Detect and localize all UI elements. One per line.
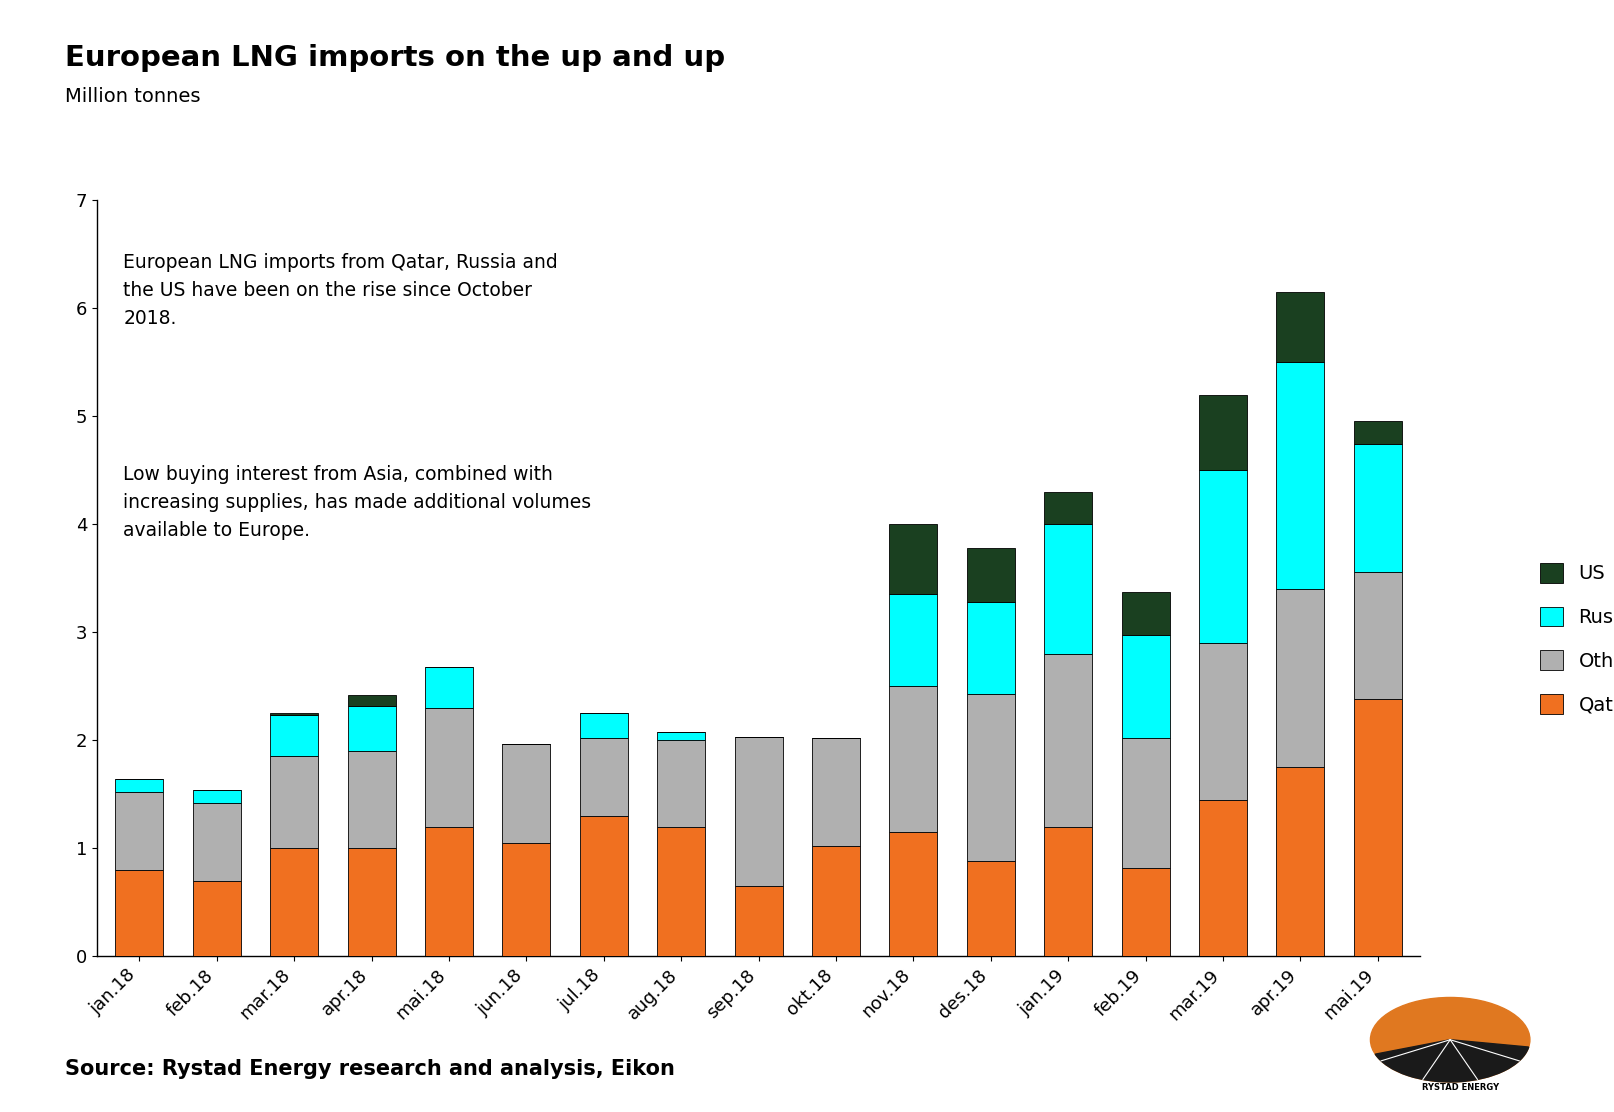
Bar: [1199, 643, 1248, 800]
Bar: [270, 715, 318, 756]
Bar: [734, 886, 783, 956]
Bar: [1044, 654, 1093, 826]
Bar: [967, 694, 1015, 862]
Bar: [812, 846, 860, 956]
Bar: [270, 756, 318, 848]
Bar: [270, 713, 318, 715]
Text: Source: Rystad Energy research and analysis, Eikon: Source: Rystad Energy research and analy…: [65, 1059, 675, 1079]
Bar: [192, 790, 240, 803]
Bar: [1122, 593, 1170, 635]
Text: European LNG imports on the up and up: European LNG imports on the up and up: [65, 44, 725, 72]
Legend: US, Russia, Other, Qatar: US, Russia, Other, Qatar: [1532, 555, 1614, 723]
Wedge shape: [1375, 1040, 1528, 1082]
Bar: [1354, 445, 1401, 572]
Bar: [1277, 767, 1325, 956]
Circle shape: [1370, 997, 1530, 1082]
Bar: [116, 870, 163, 956]
Bar: [1044, 492, 1093, 524]
Bar: [1354, 420, 1401, 445]
Bar: [1122, 635, 1170, 738]
Bar: [1354, 572, 1401, 699]
Bar: [1277, 363, 1325, 589]
Bar: [502, 744, 550, 843]
Text: Low buying interest from Asia, combined with
increasing supplies, has made addit: Low buying interest from Asia, combined …: [123, 465, 591, 539]
Bar: [889, 686, 938, 832]
Bar: [1199, 395, 1248, 470]
Bar: [812, 738, 860, 846]
Bar: [889, 524, 938, 595]
Bar: [347, 706, 395, 751]
Bar: [116, 780, 163, 792]
Bar: [1199, 470, 1248, 643]
Bar: [579, 738, 628, 816]
Bar: [889, 595, 938, 686]
Bar: [347, 751, 395, 848]
Text: Million tonnes: Million tonnes: [65, 87, 200, 106]
Bar: [579, 816, 628, 956]
Bar: [657, 732, 705, 741]
Bar: [270, 848, 318, 956]
Bar: [1354, 699, 1401, 956]
Bar: [424, 667, 473, 708]
Bar: [1277, 292, 1325, 363]
Bar: [1122, 867, 1170, 956]
Bar: [734, 737, 783, 886]
Bar: [424, 708, 473, 826]
Bar: [967, 862, 1015, 956]
Bar: [192, 803, 240, 881]
Bar: [1044, 524, 1093, 654]
Bar: [967, 548, 1015, 602]
Bar: [1122, 738, 1170, 867]
Bar: [1199, 800, 1248, 956]
Bar: [347, 848, 395, 956]
Bar: [424, 826, 473, 956]
Bar: [502, 843, 550, 956]
Bar: [657, 826, 705, 956]
Bar: [192, 881, 240, 956]
Bar: [889, 832, 938, 956]
Bar: [1044, 826, 1093, 956]
Bar: [657, 741, 705, 826]
Bar: [347, 695, 395, 706]
Text: European LNG imports from Qatar, Russia and
the US have been on the rise since O: European LNG imports from Qatar, Russia …: [123, 254, 558, 328]
Bar: [967, 602, 1015, 694]
Bar: [1277, 589, 1325, 767]
Text: RYSTAD ENERGY: RYSTAD ENERGY: [1422, 1083, 1499, 1092]
Bar: [579, 713, 628, 738]
Bar: [116, 792, 163, 870]
